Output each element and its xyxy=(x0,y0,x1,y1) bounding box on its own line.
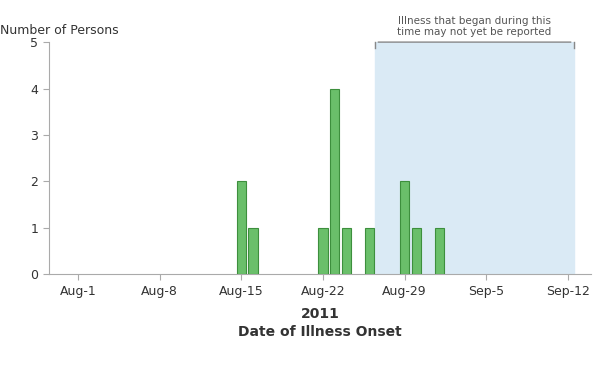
Bar xyxy=(330,88,339,274)
Bar xyxy=(248,228,257,274)
Bar xyxy=(318,228,328,274)
Bar xyxy=(341,228,351,274)
Bar xyxy=(400,182,409,274)
Text: Illness that began during this
time may not yet be reported: Illness that began during this time may … xyxy=(397,16,551,38)
Text: 2011: 2011 xyxy=(301,307,340,321)
Bar xyxy=(412,228,421,274)
Bar xyxy=(376,42,574,274)
Text: Date of Illness Onset: Date of Illness Onset xyxy=(238,325,402,339)
Text: Number of Persons: Number of Persons xyxy=(0,25,119,38)
Bar xyxy=(236,182,246,274)
Bar xyxy=(435,228,444,274)
Bar xyxy=(365,228,374,274)
